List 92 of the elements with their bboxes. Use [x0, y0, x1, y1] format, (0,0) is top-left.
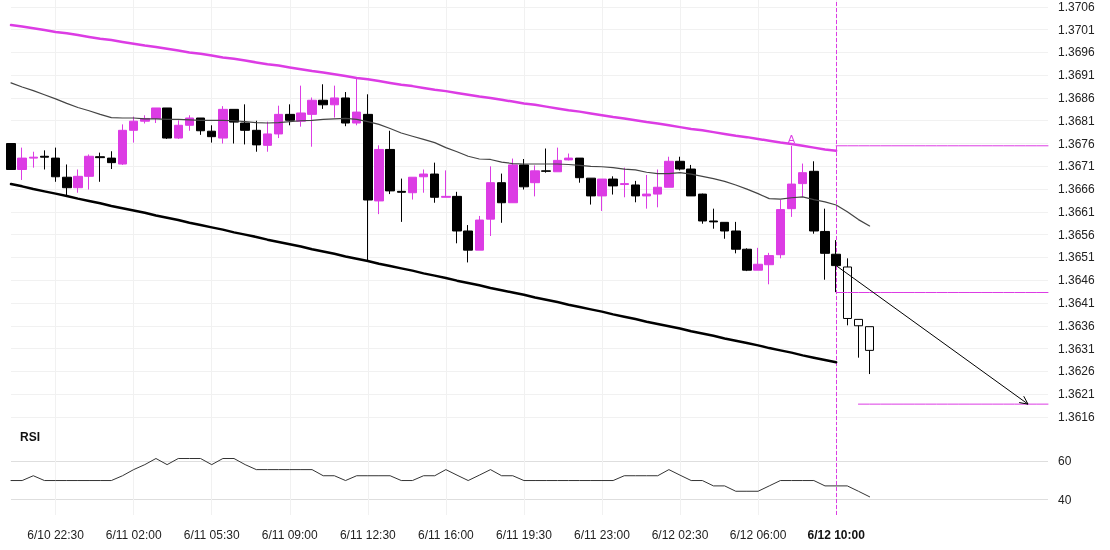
candlestick: [843, 257, 852, 326]
y-tick-label: 1.3691: [1058, 68, 1096, 83]
candlestick: [285, 103, 295, 126]
y-tick-label: 1.3706: [1058, 0, 1096, 14]
candlestick: [698, 193, 707, 225]
x-tick-label: 6/12 06:00: [729, 528, 787, 542]
x-tick-label: 6/11 19:30: [496, 528, 553, 542]
candlestick: [419, 168, 428, 194]
candlestick: [385, 130, 395, 195]
candlestick: [854, 318, 863, 359]
candlestick: [51, 147, 60, 183]
candlestick: [430, 162, 439, 204]
y-tick-label: 1.3646: [1058, 273, 1096, 288]
y-tick-label: 1.3676: [1058, 136, 1096, 151]
candlestick: [519, 158, 529, 191]
candlestick: [263, 121, 272, 153]
candlestick: [564, 153, 573, 161]
candlestick: [486, 165, 495, 237]
candlestick: [575, 157, 584, 184]
x-tick-label: 6/11 09:00: [261, 528, 318, 542]
x-tick-label: 6/11 02:00: [105, 528, 162, 542]
candlestick: [352, 77, 361, 126]
candlestick: [29, 151, 38, 169]
candlestick: [408, 176, 417, 201]
candlestick: [196, 117, 205, 136]
candlestick: [530, 164, 540, 197]
y-tick-label: 1.3701: [1058, 22, 1096, 37]
candlestick: [95, 152, 105, 183]
chart-title: RSI: [20, 430, 41, 444]
y-tick-label: 1.3656: [1058, 227, 1096, 242]
candlestick: [620, 167, 629, 198]
candlestick: [40, 149, 49, 170]
candlestick: [631, 180, 640, 203]
line-series: [10, 82, 871, 227]
y-tick-label: 1.3681: [1058, 113, 1096, 128]
annotation: A: [787, 133, 796, 146]
candlestick: [664, 156, 674, 188]
candlestick: [776, 199, 785, 259]
candlestick: [653, 168, 662, 208]
y-tick-label: 60: [1058, 454, 1072, 469]
candlestick: [798, 163, 807, 198]
candlestick: [218, 105, 228, 145]
y-tick-label: 1.3631: [1058, 341, 1096, 356]
y-tick-label: 1.3686: [1058, 90, 1096, 105]
y-tick-label: 1.3636: [1058, 318, 1096, 333]
x-tick-label: 6/11 23:00: [574, 528, 631, 542]
x-tick-label: 6/12 02:30: [651, 528, 709, 542]
y-tick-label: 1.3621: [1058, 387, 1096, 402]
y-tick-label: 1.3626: [1058, 364, 1096, 379]
y-tick-label: 1.3616: [1058, 409, 1096, 424]
x-tick-label: 6/12 10:00: [807, 528, 866, 542]
candlestick: [151, 107, 161, 124]
candlestick: [174, 119, 183, 140]
candlestick: [397, 178, 406, 223]
candlestick: [597, 178, 607, 212]
y-tick-label: 1.3641: [1058, 295, 1096, 310]
x-tick-label: 6/11 05:30: [183, 528, 240, 542]
candlestick: [475, 215, 484, 251]
candlestick: [497, 173, 506, 224]
candlestick: [374, 144, 384, 215]
candlestick: [709, 208, 718, 230]
y-tick-label: 1.3661: [1058, 204, 1096, 219]
candlestick: [541, 148, 551, 174]
candlestick: [274, 105, 283, 139]
candlestick: [441, 169, 451, 198]
candlestick: [831, 239, 841, 293]
candlestick: [6, 143, 16, 170]
y-tick-label: 1.3696: [1058, 45, 1096, 60]
candlestick: [162, 107, 172, 140]
candlestick: [252, 120, 261, 153]
y-tick-label: 1.3671: [1058, 159, 1096, 174]
y-tick-label: 1.3666: [1058, 182, 1096, 197]
candlestick: [341, 91, 350, 127]
candlestick: [207, 124, 216, 144]
y-tick-label: 1.3651: [1058, 250, 1096, 265]
x-tick-label: 6/11 16:00: [417, 528, 475, 542]
candlestick: [129, 116, 138, 144]
candlestick: [865, 326, 874, 375]
candlestick: [508, 158, 518, 204]
x-tick-label: 6/10 22:30: [27, 528, 85, 542]
candlestick: [608, 175, 618, 196]
candlestick: [642, 174, 651, 210]
candlestick: [330, 85, 339, 119]
x-tick-label: 6/11 12:30: [339, 528, 397, 542]
candlestick: [107, 150, 116, 170]
candlestick: [318, 83, 328, 110]
candlestick: [118, 123, 127, 166]
candlestick: [720, 221, 729, 240]
line-series: [10, 458, 871, 498]
y-tick-label: 40: [1058, 492, 1072, 507]
candlestick: [586, 177, 596, 206]
candlestick: [17, 147, 27, 181]
